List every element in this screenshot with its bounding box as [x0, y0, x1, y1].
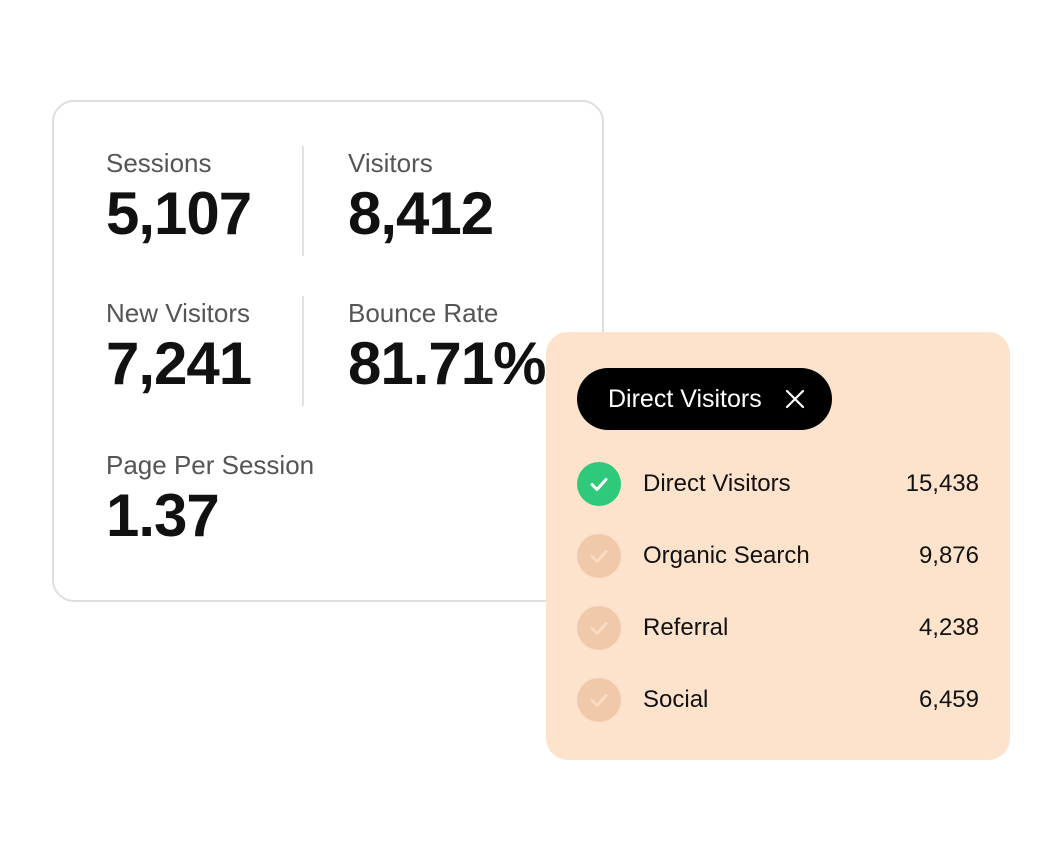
stat: Visitors 8,412: [348, 148, 494, 247]
check-icon: [577, 462, 621, 506]
stat-label: Visitors: [348, 148, 433, 178]
stat: New Visitors 7,241: [106, 298, 252, 397]
divider: [302, 146, 304, 256]
row-label: Referral: [643, 614, 729, 641]
check-mark: [590, 550, 608, 563]
check-icon: [577, 606, 621, 650]
stat-value: 81.71%: [348, 330, 546, 397]
row-value: 15,438: [905, 470, 979, 497]
close-icon[interactable]: [785, 389, 805, 409]
filter-chip[interactable]: Direct Visitors: [577, 368, 832, 430]
stat-value: 1.37: [106, 482, 220, 549]
stat: Page Per Session 1.37: [106, 450, 314, 548]
stat-value: 7,241: [106, 330, 252, 397]
divider: [302, 296, 304, 406]
check-circle: [577, 462, 621, 506]
stats-card: Sessions 5,107 Visitors 8,412 New Visito…: [52, 100, 604, 602]
stat: Sessions 5,107: [106, 148, 252, 247]
stat-label: Bounce Rate: [348, 298, 499, 328]
check-icon: [577, 678, 621, 722]
row-value: 4,238: [918, 614, 979, 641]
filter-row[interactable]: Social 6,459: [577, 678, 979, 722]
check-circle: [577, 534, 621, 578]
check-mark: [590, 622, 608, 635]
row-label: Direct Visitors: [643, 470, 791, 497]
stat: Bounce Rate 81.71%: [348, 298, 546, 396]
filter-panel: Direct Visitors Direct Visitors 15,438 Org…: [546, 332, 1010, 760]
check-mark: [590, 694, 608, 707]
filter-row[interactable]: Referral 4,238: [577, 606, 979, 650]
chip-label: Direct Visitors: [608, 385, 762, 413]
stat-label: Page Per Session: [106, 450, 315, 480]
row-value: 9,876: [918, 542, 979, 569]
filter-row[interactable]: Direct Visitors 15,438: [577, 462, 979, 506]
row-label: Organic Search: [643, 542, 810, 569]
row-value: 6,459: [918, 686, 979, 713]
check-icon: [577, 534, 621, 578]
row-label: Social: [643, 686, 709, 713]
check-mark: [590, 478, 608, 491]
stat-label: New Visitors: [106, 298, 251, 328]
stat-value: 5,107: [106, 180, 252, 247]
check-circle: [577, 606, 621, 650]
stat-label: Sessions: [106, 148, 212, 178]
stat-value: 8,412: [348, 180, 494, 247]
filter-row[interactable]: Organic Search 9,876: [577, 534, 979, 578]
check-circle: [577, 678, 621, 722]
